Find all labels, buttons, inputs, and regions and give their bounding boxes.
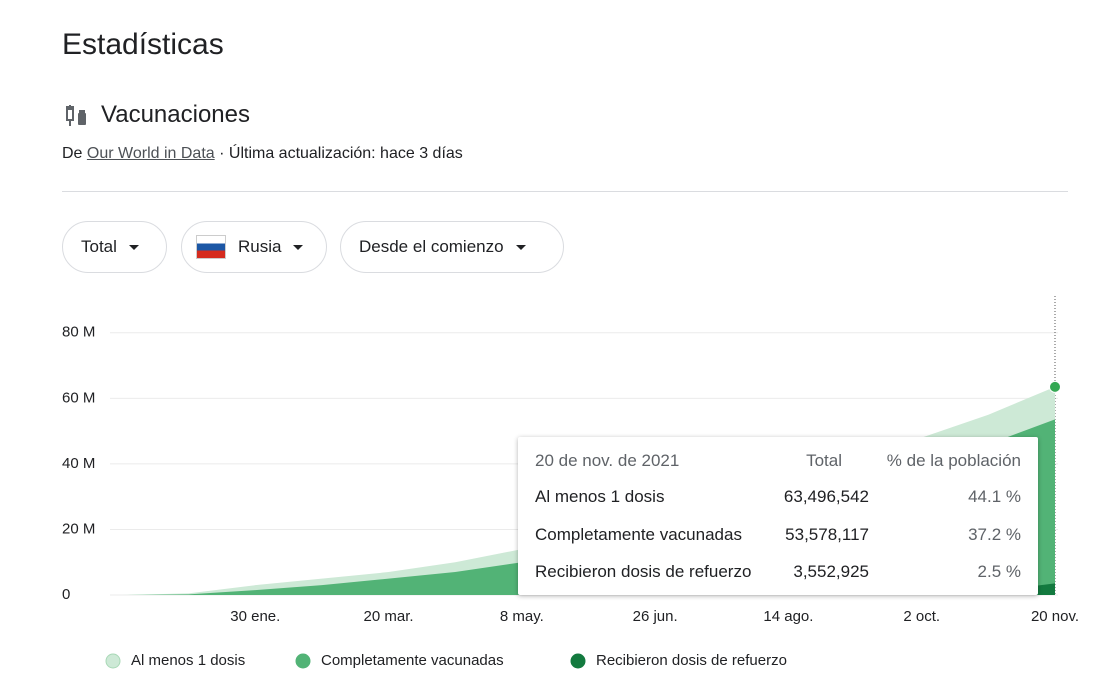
- legend-swatch: [295, 653, 311, 669]
- tooltip-date: 20 de nov. de 2021: [535, 451, 680, 470]
- filter-label: Desde el comienzo: [359, 237, 504, 256]
- tooltip-percent: 2.5 %: [977, 562, 1021, 581]
- tooltip-percent: 44.1 %: [968, 487, 1021, 506]
- y-tick-label: 80 M: [62, 324, 95, 341]
- tooltip-col: Total: [806, 451, 842, 470]
- x-tick-label: 8 may.: [500, 608, 544, 625]
- x-tick-label: 2 oct.: [903, 608, 940, 625]
- divider: [62, 191, 1068, 192]
- page-title: Estadísticas: [62, 28, 224, 61]
- tooltip-total: 3,552,925: [793, 562, 869, 581]
- tooltip-total: 63,496,542: [783, 487, 869, 506]
- updated: · Última actualización: hace 3 días: [219, 145, 463, 162]
- total-filter[interactable]: Total: [62, 221, 167, 273]
- x-tick-label: 14 ago.: [763, 608, 813, 625]
- country-filter[interactable]: Rusia: [181, 221, 327, 273]
- tooltip-label: Al menos 1 dosis: [535, 487, 665, 506]
- filter-label: Total: [81, 237, 117, 256]
- section-title: Vacunaciones: [101, 101, 250, 128]
- x-tick-label: 20 mar.: [364, 608, 414, 625]
- x-tick-label: 26 jun.: [633, 608, 678, 625]
- filter-label: Rusia: [238, 237, 282, 256]
- tooltip-col: % de la población: [886, 451, 1021, 470]
- y-tick-label: 20 M: [62, 520, 95, 537]
- legend-label: Recibieron dosis de refuerzo: [596, 652, 787, 669]
- hover-point: [1049, 380, 1061, 393]
- legend-label: Al menos 1 dosis: [131, 652, 245, 669]
- source-prefix: De: [62, 145, 83, 162]
- y-tick-label: 40 M: [62, 455, 95, 472]
- tooltip-percent: 37.2 %: [968, 524, 1021, 544]
- x-tick-label: 30 ene.: [230, 608, 280, 625]
- tooltip-label: Completamente vacunadas: [535, 524, 742, 544]
- y-tick-label: 0: [62, 586, 70, 603]
- tooltip-total: 53,578,117: [785, 524, 869, 544]
- x-tick-label: 20 nov.: [1031, 608, 1079, 625]
- tooltip-label: Recibieron dosis de refuerzo: [535, 562, 752, 581]
- y-tick-label: 60 M: [62, 389, 95, 406]
- range-filter[interactable]: Desde el comienzo: [340, 221, 564, 273]
- flag: [196, 235, 226, 259]
- legend-swatch: [570, 653, 586, 669]
- legend-swatch: [105, 653, 121, 669]
- legend-label: Completamente vacunadas: [321, 652, 504, 669]
- vaccine-icon: [66, 105, 86, 126]
- tooltip: 20 de nov. de 2021 Total % de la población…: [518, 437, 1038, 595]
- source-link[interactable]: Our World in Data: [86, 145, 215, 162]
- source-line: De Our World in Data · Última actualizac…: [62, 145, 463, 163]
